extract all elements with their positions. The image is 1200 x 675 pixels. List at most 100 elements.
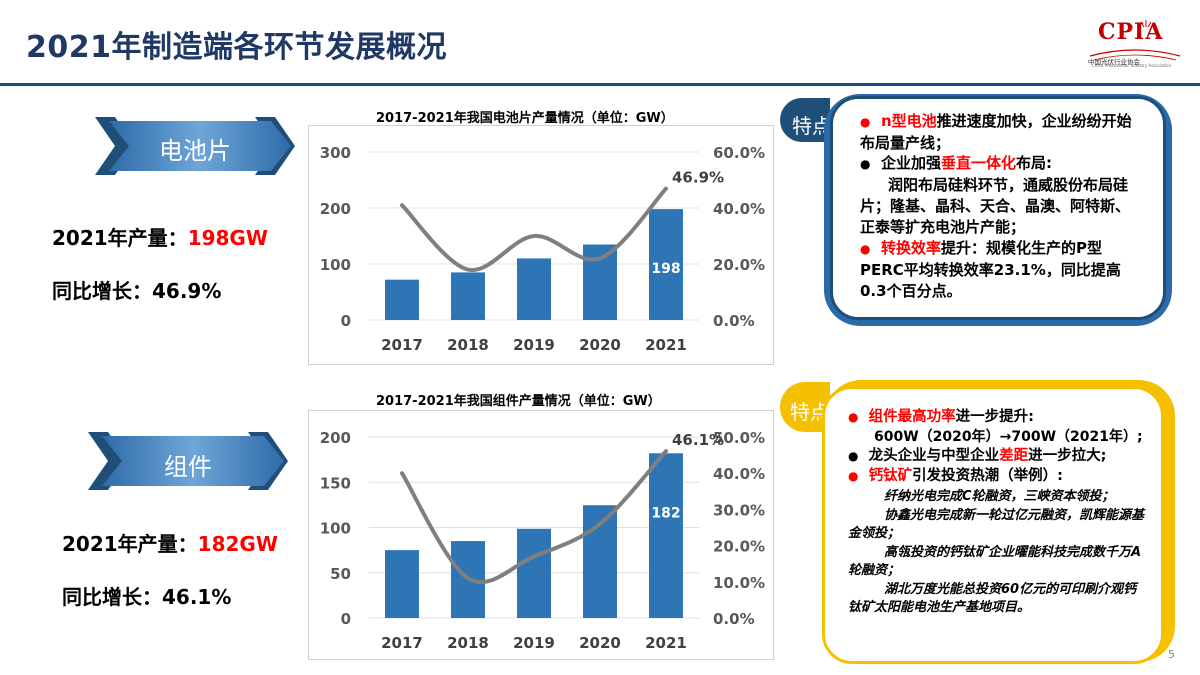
chart-frame-cell: 0 100 200 300 0.0% 20.0% 40.0% 60.0% 2017 2018 201…: [308, 125, 774, 365]
bullet-module-7: 高瓴投资的钙钛矿企业曜能科技完成数千万A轮融资；: [848, 545, 1142, 578]
page-title: 2021年制造端各环节发展概况: [26, 30, 447, 65]
bar-data-label: 182: [651, 505, 680, 521]
growth-module: 同比增长：46.1%: [62, 585, 232, 609]
chart-cell: 0 100 200 300 0.0% 20.0% 40.0% 60.0% 2017 2018 201…: [320, 144, 765, 354]
line-data-label: 46.1%: [672, 431, 724, 449]
y2-tick-label: 20.0%: [713, 256, 765, 274]
bullet-cell-2: ● 企业加强垂直一体化布局:: [860, 153, 1140, 175]
production-cell: 2021年产量：198GW: [52, 222, 268, 251]
ribbon-label-module: 组件: [164, 453, 212, 481]
production-module: 2021年产量：182GW: [62, 528, 278, 557]
bullet-module-2: 600W（2020年）→700W（2021年）;: [874, 429, 1143, 445]
bullet-text: 引发投资热潮（举例）:: [912, 468, 1063, 484]
y-tick-label: 100: [320, 520, 351, 538]
bullet-cell-3: 润阳布局硅料环节，通威股份布局硅片；隆基、晶科、天合、晶澳、阿特斯、正泰等扩充电…: [860, 176, 1131, 236]
logo-subtitle-en: China Photovoltaic Industry Association: [1092, 63, 1172, 68]
x-tick-label: 2018: [447, 336, 489, 354]
bullet-dot-red: ●: [848, 410, 859, 424]
title-divider: [0, 83, 1200, 86]
growth-line: [400, 186, 668, 272]
logo-subtitle: 中国光伏行业协会: [1088, 58, 1140, 66]
ribbon-cell: [95, 117, 295, 175]
y2-tick-label: 30.0%: [713, 501, 765, 519]
bullet-text: 进一步提升:: [955, 409, 1034, 425]
x-tick-label: 2020: [579, 336, 621, 354]
bullet-module-4: ● 钙钛矿引发投资热潮（举例）:: [848, 467, 1148, 486]
bar: [517, 528, 551, 618]
y2-tick-label: 40.0%: [713, 465, 765, 483]
bar: [451, 272, 485, 320]
bullet-dot-red: ●: [860, 115, 871, 129]
x-tick-label: 2017: [381, 634, 423, 652]
line-data-label: 46.9%: [672, 169, 724, 187]
bullet-module-6: 协鑫光电完成新一轮过亿元融资，凯辉能源基金领投；: [848, 508, 1145, 541]
tag-bg-cell: [780, 98, 830, 142]
y-tick-label: 50: [330, 565, 351, 583]
bullet-highlight: 垂直一体化: [940, 154, 1016, 172]
bullet-dot-red: ●: [848, 469, 859, 483]
bullet-highlight: 组件最高功率: [868, 409, 956, 425]
bullet-module-5: 纤纳光电完成C轮融资，三峡资本领投；: [884, 489, 1115, 504]
bullet-dot-black: ●: [848, 449, 859, 463]
ribbon-module: [88, 432, 288, 490]
production-value: 198GW: [187, 226, 268, 250]
bar: [649, 453, 683, 618]
production-label: 2021年产量：: [52, 226, 188, 250]
y2-tick-label: 60.0%: [713, 144, 765, 162]
x-tick-label: 2019: [513, 336, 555, 354]
bar: [583, 244, 617, 320]
bar: [649, 209, 683, 320]
y-tick-label: 0: [341, 610, 351, 628]
bullet-highlight: 钙钛矿: [868, 468, 913, 484]
tag-bg-module: [780, 382, 830, 432]
bullet-text: 企业加强: [880, 154, 941, 172]
x-tick-label: 2021: [645, 336, 687, 354]
bar: [517, 258, 551, 320]
y2-tick-label: 20.0%: [713, 538, 765, 556]
bullet-text: 提升：规模化生产的P型PERC平均转换效率23.1%，同比提高0.3个百分点。: [860, 239, 1121, 300]
bar: [385, 550, 419, 618]
chart-frame-module: 0 50 100 150 200 0.0% 10.0% 20.0% 30.0% 40.0% 50.0…: [308, 410, 774, 660]
x-tick-label: 2020: [579, 634, 621, 652]
logo-wordmark: CPIA: [1098, 19, 1164, 45]
chart-title-module: 2017-2021年我国组件产量情况（单位：GW）: [376, 394, 661, 409]
ribbon-label-cell: 电池片: [159, 137, 231, 165]
bullet-text: 进一步拉大;: [1028, 448, 1107, 464]
y-tick-label: 300: [320, 144, 351, 162]
bullet-module-3: ● 龙头企业与中型企业差距进一步拉大;: [848, 447, 1158, 466]
page-number: 5: [1168, 648, 1175, 661]
y-tick-label: 100: [320, 256, 351, 274]
x-tick-label: 2018: [447, 634, 489, 652]
bullet-text: 龙头企业与中型企业: [868, 448, 1000, 464]
bullet-highlight: 差距: [999, 448, 1029, 464]
y2-tick-label: 50.0%: [713, 429, 765, 447]
bullet-module-1: ● 组件最高功率进一步提升:: [848, 408, 1148, 427]
bullet-highlight: n型电池: [880, 112, 937, 130]
bullet-cell-4: ● 转换效率提升：规模化生产的P型PERC平均转换效率23.1%，同比提高0.3…: [860, 238, 1142, 302]
y2-tick-label: 0.0%: [713, 610, 755, 628]
chart-title-cell: 2017-2021年我国电池片产量情况（单位：GW）: [376, 111, 674, 126]
chart-module: 0 50 100 150 200 0.0% 10.0% 20.0% 30.0% 40.0% 50.0…: [320, 429, 765, 652]
production-label: 2021年产量：: [62, 532, 198, 556]
x-tick-label: 2021: [645, 634, 687, 652]
bullet-cell-1: ● n型电池推进速度加快，企业纷纷开始布局量产线；: [860, 111, 1140, 154]
y2-tick-label: 0.0%: [713, 312, 755, 330]
x-tick-label: 2019: [513, 634, 555, 652]
bullet-highlight: 转换效率: [880, 239, 941, 257]
y-tick-label: 150: [320, 474, 351, 492]
x-tick-label: 2017: [381, 336, 423, 354]
y-tick-label: 0: [341, 312, 351, 330]
growth-line: [400, 449, 668, 585]
bullet-text: 推进速度加快，企业纷纷开始布局量产线；: [860, 112, 1132, 152]
y-tick-label: 200: [320, 429, 351, 447]
card-cell: [830, 96, 1166, 320]
y2-tick-label: 40.0%: [713, 200, 765, 218]
bullet-dot-black: ●: [860, 157, 871, 171]
y2-tick-label: 10.0%: [713, 574, 765, 592]
production-value: 182GW: [197, 532, 278, 556]
card-module: [822, 386, 1164, 664]
bullet-dot-red: ●: [860, 242, 871, 256]
cpia-logo: [1089, 20, 1181, 61]
bar: [385, 279, 419, 320]
bullet-text: 布局:: [1015, 154, 1052, 172]
